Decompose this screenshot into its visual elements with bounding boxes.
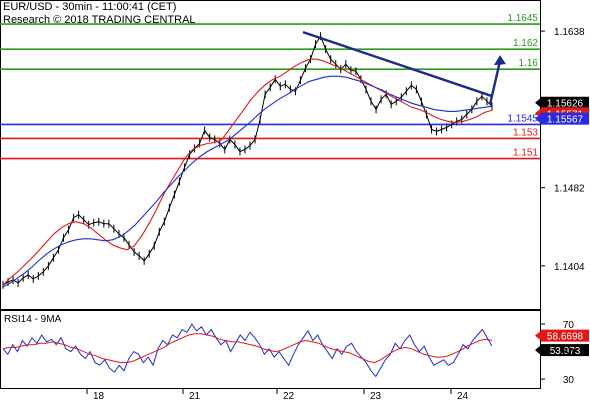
x-tick-label-3: 23 <box>370 391 382 400</box>
x-tick-label-4: 24 <box>457 391 469 400</box>
rsi-y-tick-label-2: 30 <box>563 375 575 386</box>
x-tick-label-2: 22 <box>283 391 295 400</box>
rsi-tag-label-1: 53.973 <box>550 346 581 357</box>
rsi-tag-pointer-1 <box>535 345 541 356</box>
price-tag-pointer-0 <box>535 97 541 108</box>
y-tick-label-2: 1.1404 <box>554 262 585 273</box>
projection-arrow-shaft <box>488 60 502 105</box>
price-tag-label-2: 1.15567 <box>547 115 584 126</box>
series-price <box>2 34 493 286</box>
level-label-3: 1.1545 <box>507 113 538 124</box>
series-moving-average-2 <box>2 75 493 288</box>
rsi-panel-title: RSI14 - 9MA <box>4 314 62 325</box>
level-label-2: 1.16 <box>519 58 539 69</box>
rsi-tag-bg-0 <box>541 329 589 342</box>
level-label-0: 1.1645 <box>507 13 538 24</box>
rsi-y-tick-label-1: 50 <box>563 348 575 359</box>
projection-arrow-head <box>494 55 506 66</box>
price-panel-frame <box>0 0 541 310</box>
rsi-tag-pointer-0 <box>535 330 541 341</box>
y-tick-label-0: 1.1638 <box>554 27 585 38</box>
series-moving-average-1 <box>2 58 493 286</box>
price-tag-label-0: 1.15626 <box>547 99 584 110</box>
trendline <box>302 30 493 98</box>
level-label-4: 1.153 <box>513 127 538 138</box>
level-label-1: 1.162 <box>513 38 538 49</box>
level-label-5: 1.151 <box>513 148 538 159</box>
y-tick-label-1: 1.1482 <box>554 184 585 195</box>
rsi-tag-bg-1 <box>541 344 589 357</box>
rsi-panel-frame <box>0 310 541 389</box>
rsi-y-tick-label-0: 70 <box>563 320 575 331</box>
series-rsi <box>2 323 493 378</box>
series-rsi-moving-average <box>2 333 493 364</box>
x-tick-label-0: 18 <box>93 391 105 400</box>
copyright-line: Research © 2018 TRADING CENTRAL <box>3 14 196 26</box>
x-tick-label-1: 21 <box>189 391 201 400</box>
chart-title-line: EUR/USD - 30min - 11:00:41 (CET) <box>3 1 177 13</box>
price-tag-bg-0 <box>541 96 589 109</box>
price-tag-bg-2 <box>541 112 589 125</box>
price-tag-pointer-2 <box>535 113 541 124</box>
rsi-tag-label-0: 58.6698 <box>547 332 584 343</box>
